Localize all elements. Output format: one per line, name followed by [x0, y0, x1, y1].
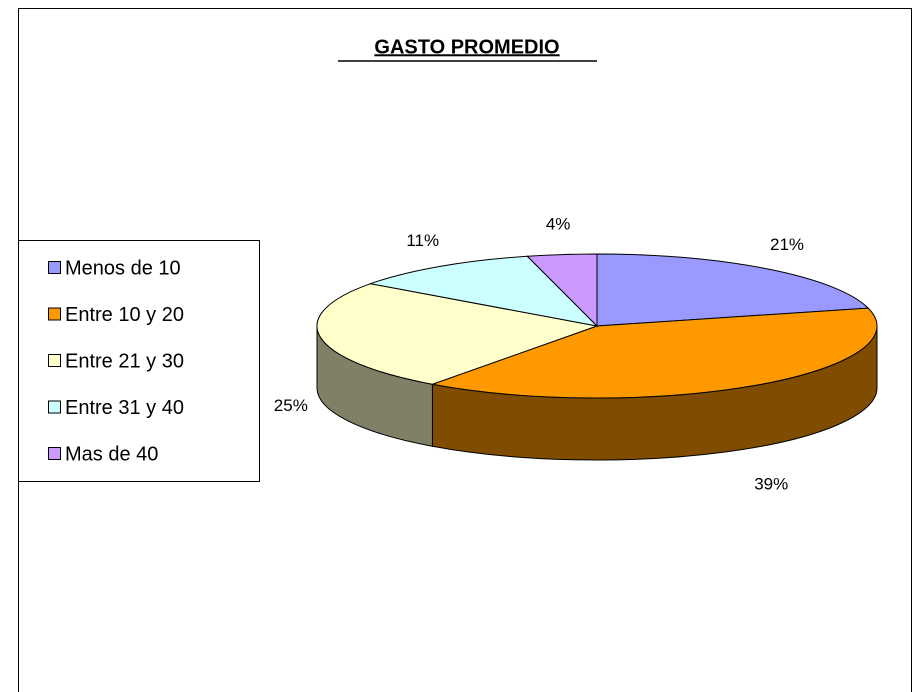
legend-label: Menos de 10 — [65, 257, 181, 279]
legend-swatch — [48, 400, 61, 414]
legend-swatch — [48, 447, 61, 460]
data-label: 4% — [546, 214, 571, 233]
pie-slice — [526, 253, 598, 328]
data-label: 21% — [770, 235, 804, 254]
data-label: 11% — [406, 231, 439, 250]
legend-label: Entre 10 y 20 — [65, 304, 184, 326]
legend-label: Entre 31 y 40 — [65, 397, 184, 419]
pie-slice — [316, 283, 599, 385]
pie-slice — [596, 253, 870, 327]
data-label: 39% — [754, 474, 788, 493]
pie-slice — [368, 255, 599, 327]
pie-slice — [430, 307, 878, 399]
chart-title: GASTO PROMEDIO — [374, 36, 559, 58]
legend-swatch — [48, 354, 61, 367]
data-label: 25% — [274, 396, 308, 415]
legend-swatch — [48, 261, 61, 274]
legend-label: Mas de 40 — [65, 443, 158, 465]
legend-swatch — [48, 307, 61, 321]
legend-label: Entre 21 y 30 — [65, 350, 184, 372]
